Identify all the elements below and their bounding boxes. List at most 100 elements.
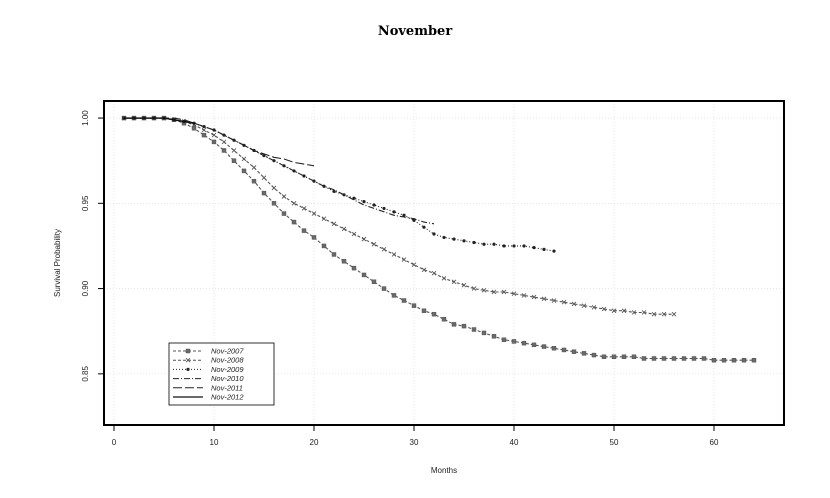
data-point-square xyxy=(651,356,657,361)
data-point-square xyxy=(551,346,557,351)
data-point-square xyxy=(501,337,507,342)
cross-stroke xyxy=(471,286,477,291)
cross-stroke xyxy=(201,127,207,133)
cross-stroke xyxy=(571,301,577,307)
data-point-square xyxy=(381,286,387,291)
data-point-cross xyxy=(451,279,457,285)
data-point-cross xyxy=(671,311,677,317)
x-tick-label: 10 xyxy=(210,438,219,447)
data-point-cross xyxy=(231,148,237,153)
legend-label: Nov-2011 xyxy=(211,383,243,392)
data-point-cross xyxy=(301,206,307,211)
cross-stroke xyxy=(491,289,497,295)
data-point-square xyxy=(261,190,267,196)
data-point-cross xyxy=(461,282,467,288)
cross-stroke xyxy=(601,306,607,312)
cross-stroke xyxy=(441,276,447,281)
axis-layer: 0 10 20 30 40 50 60 0.85 0.90 0.95 1.00 xyxy=(81,110,719,447)
data-point-cross xyxy=(331,221,337,227)
x-tick-label: 50 xyxy=(610,438,619,447)
data-point-dot xyxy=(512,244,516,248)
data-point-dot xyxy=(482,242,486,246)
x-tick-label: 60 xyxy=(710,438,719,447)
data-point-dot xyxy=(382,206,386,211)
series-line xyxy=(124,117,555,252)
data-point-cross xyxy=(221,139,227,145)
data-point-square xyxy=(601,354,607,359)
data-point-dot xyxy=(442,235,446,240)
data-point-dot xyxy=(422,225,426,229)
data-point-cross xyxy=(601,306,607,312)
cross-stroke xyxy=(581,303,587,308)
legend-box xyxy=(168,342,275,406)
data-point-dot xyxy=(392,210,396,214)
cross-stroke xyxy=(641,310,647,315)
data-point-cross xyxy=(571,301,577,307)
data-point-cross xyxy=(241,156,247,162)
data-point-cross xyxy=(261,175,267,181)
legend-label: Nov-2010 xyxy=(211,374,244,383)
cross-stroke xyxy=(631,310,637,315)
data-point-cross xyxy=(521,293,527,298)
cross-stroke xyxy=(511,291,517,297)
data-point-square xyxy=(185,348,191,354)
data-point-square xyxy=(461,323,467,329)
data-point-cross xyxy=(271,185,277,191)
series-nov-2010 xyxy=(124,117,435,225)
cross-stroke xyxy=(251,165,257,170)
cross-stroke xyxy=(381,247,387,252)
data-point-dot xyxy=(532,246,536,250)
data-point-square xyxy=(511,339,517,344)
data-point-square xyxy=(671,356,677,361)
data-point-cross xyxy=(491,289,497,295)
series-nov-2007 xyxy=(121,115,757,363)
cross-stroke xyxy=(231,148,237,153)
y-axis-label: Survival Probability xyxy=(53,229,62,297)
cross-stroke xyxy=(241,156,247,162)
data-point-dot xyxy=(432,232,436,236)
data-point-dot xyxy=(362,200,366,204)
data-point-cross xyxy=(551,298,557,303)
data-point-square xyxy=(471,327,477,332)
data-point-cross xyxy=(421,267,427,273)
series-line xyxy=(124,117,435,225)
data-point-cross xyxy=(581,303,587,308)
legend-item: Nov-2011 xyxy=(173,383,243,392)
cross-stroke xyxy=(281,194,287,199)
data-point-square xyxy=(591,352,597,358)
data-point-dot xyxy=(452,237,456,241)
cross-stroke xyxy=(391,252,397,257)
data-point-square xyxy=(341,259,347,264)
legend-item: Nov-2012 xyxy=(173,393,244,402)
data-point-dot xyxy=(462,239,466,243)
cross-stroke xyxy=(261,175,267,181)
cross-stroke xyxy=(221,139,227,145)
data-point-cross xyxy=(311,211,317,216)
data-point-square xyxy=(241,168,247,174)
data-point-cross xyxy=(411,262,417,268)
plot-frame xyxy=(103,100,785,426)
data-point-square xyxy=(211,139,217,145)
data-point-square xyxy=(631,354,637,359)
data-point-square xyxy=(541,344,547,349)
x-axis-label: Months xyxy=(431,466,457,475)
series-nov-2011 xyxy=(124,117,315,167)
data-point-square xyxy=(361,272,367,278)
data-point-dot xyxy=(332,189,336,193)
data-point-square xyxy=(311,235,317,240)
cross-stroke xyxy=(661,311,667,317)
cross-stroke xyxy=(621,308,627,314)
data-point-square xyxy=(411,303,417,308)
data-point-dot xyxy=(372,203,376,207)
data-point-square xyxy=(581,351,587,356)
data-point-cross xyxy=(185,357,191,363)
data-point-square xyxy=(691,356,697,361)
data-point-cross xyxy=(401,257,407,262)
data-point-dot xyxy=(492,242,496,246)
data-point-cross xyxy=(281,194,287,199)
cross-stroke xyxy=(531,294,537,300)
series-line xyxy=(124,117,674,315)
cross-stroke xyxy=(311,211,317,216)
data-point-square xyxy=(371,279,377,284)
